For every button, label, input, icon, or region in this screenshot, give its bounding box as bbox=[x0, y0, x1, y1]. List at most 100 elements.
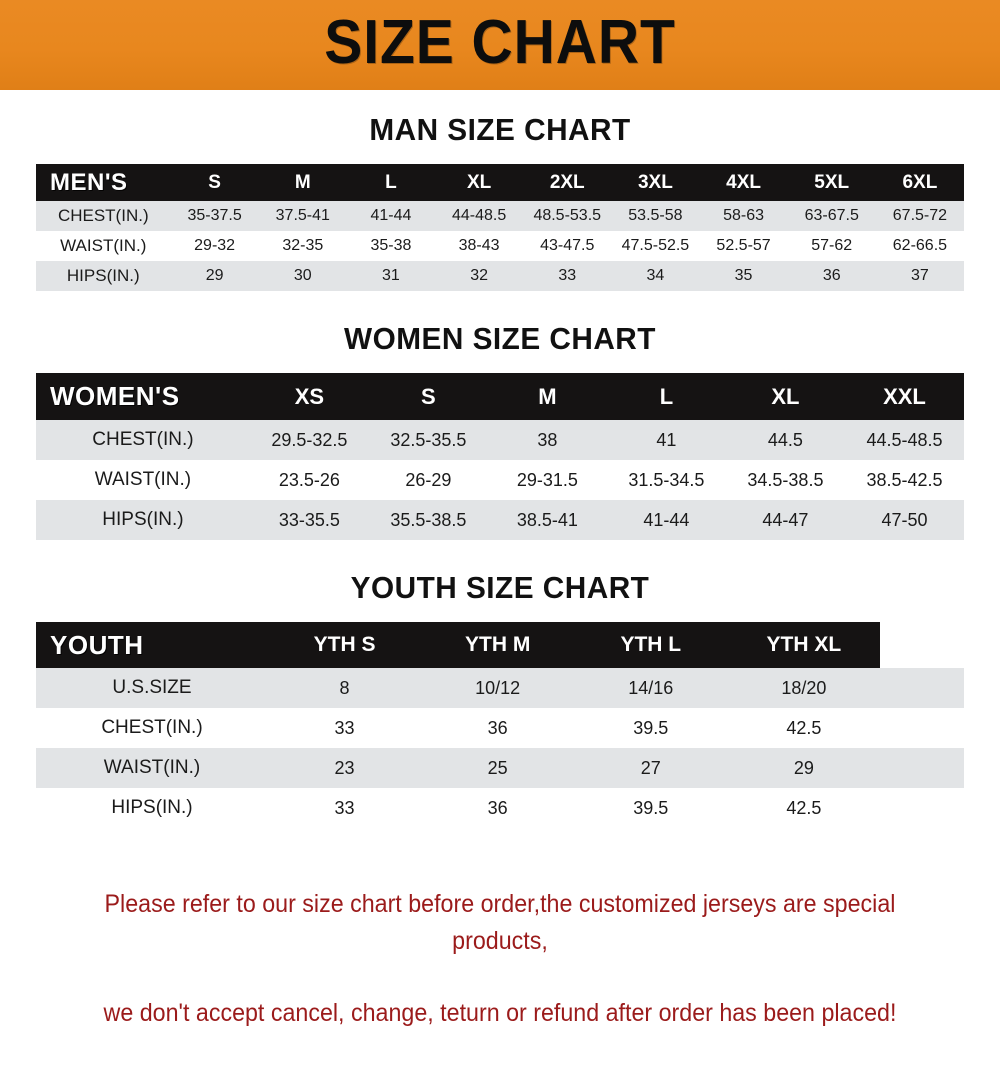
youth-col-header-xl: YTH XL bbox=[727, 622, 881, 668]
youth-row-spacer bbox=[880, 668, 964, 708]
youth-header-spacer bbox=[880, 622, 964, 668]
men-col-header-s: S bbox=[170, 164, 259, 201]
women-header-row: WOMEN'S XS S M L XL XXL bbox=[36, 373, 964, 420]
women-waist-l: 31.5-34.5 bbox=[606, 460, 726, 500]
table-row: CHEST(IN.) 35-37.5 37.5-41 41-44 44-48.5… bbox=[36, 201, 964, 231]
table-row: CHEST(IN.) 29.5-32.5 32.5-35.5 38 41 44.… bbox=[36, 420, 964, 460]
women-waist-xl: 34.5-38.5 bbox=[725, 460, 845, 500]
women-col-header-m: M bbox=[487, 373, 607, 420]
page-banner: SIZE CHART bbox=[0, 0, 1000, 90]
youth-waist-m: 25 bbox=[421, 748, 575, 788]
women-hips-m: 38.5-41 bbox=[487, 500, 607, 540]
women-waist-s: 26-29 bbox=[368, 460, 488, 500]
men-chest-l: 41-44 bbox=[346, 201, 436, 231]
men-hips-6xl: 37 bbox=[875, 261, 964, 291]
women-chart-wrapper: WOMEN'S XS S M L XL XXL CHEST(IN.) 29.5-… bbox=[0, 373, 1000, 540]
youth-chest-s: 33 bbox=[268, 708, 422, 748]
men-chest-4xl: 58-63 bbox=[699, 201, 788, 231]
men-col-header-4xl: 4XL bbox=[699, 164, 788, 201]
youth-table-body: U.S.SIZE 8 10/12 14/16 18/20 CHEST(IN.) … bbox=[36, 668, 964, 828]
youth-col-header-m: YTH M bbox=[421, 622, 575, 668]
men-header-row: MEN'S S M L XL 2XL 3XL 4XL 5XL 6XL bbox=[36, 164, 964, 201]
women-waist-m: 29-31.5 bbox=[487, 460, 607, 500]
women-hips-xxl: 47-50 bbox=[844, 500, 964, 540]
men-hips-3xl: 34 bbox=[611, 261, 700, 291]
men-hips-l: 31 bbox=[346, 261, 436, 291]
table-row: WAIST(IN.) 23 25 27 29 bbox=[36, 748, 964, 788]
youth-row-spacer bbox=[880, 788, 964, 828]
women-col-header-l: L bbox=[606, 373, 726, 420]
men-chest-m: 37.5-41 bbox=[258, 201, 347, 231]
men-row-label-hips: HIPS(IN.) bbox=[36, 261, 171, 291]
men-col-header-3xl: 3XL bbox=[611, 164, 700, 201]
men-col-header-xl: XL bbox=[435, 164, 524, 201]
men-section-title: MAN SIZE CHART bbox=[369, 112, 631, 147]
men-chest-3xl: 53.5-58 bbox=[611, 201, 700, 231]
youth-ussize-xl: 18/20 bbox=[727, 668, 881, 708]
women-waist-xxl: 38.5-42.5 bbox=[844, 460, 964, 500]
men-chest-5xl: 63-67.5 bbox=[787, 201, 876, 231]
women-row-label-hips: HIPS(IN.) bbox=[36, 500, 250, 540]
men-row-label-chest: CHEST(IN.) bbox=[36, 201, 171, 231]
youth-ussize-s: 8 bbox=[268, 668, 422, 708]
youth-row-spacer bbox=[880, 748, 964, 788]
men-hips-4xl: 35 bbox=[699, 261, 788, 291]
women-corner-label: WOMEN'S bbox=[36, 373, 250, 420]
youth-hips-xl: 42.5 bbox=[727, 788, 881, 828]
women-chest-xs: 29.5-32.5 bbox=[249, 420, 369, 460]
youth-chest-xl: 42.5 bbox=[727, 708, 881, 748]
men-col-header-5xl: 5XL bbox=[787, 164, 876, 201]
women-hips-s: 35.5-38.5 bbox=[368, 500, 488, 540]
men-chest-2xl: 48.5-53.5 bbox=[523, 201, 612, 231]
men-chest-xl: 44-48.5 bbox=[435, 201, 524, 231]
men-waist-6xl: 62-66.5 bbox=[875, 231, 964, 261]
women-hips-xs: 33-35.5 bbox=[249, 500, 369, 540]
women-chest-l: 41 bbox=[606, 420, 726, 460]
men-col-header-l: L bbox=[346, 164, 436, 201]
table-row: U.S.SIZE 8 10/12 14/16 18/20 bbox=[36, 668, 964, 708]
men-waist-m: 32-35 bbox=[258, 231, 347, 261]
women-size-table: WOMEN'S XS S M L XL XXL CHEST(IN.) 29.5-… bbox=[36, 373, 964, 540]
youth-header-row: YOUTH YTH S YTH M YTH L YTH XL bbox=[36, 622, 964, 668]
table-row: HIPS(IN.) 33 36 39.5 42.5 bbox=[36, 788, 964, 828]
women-waist-xs: 23.5-26 bbox=[249, 460, 369, 500]
youth-col-header-l: YTH L bbox=[574, 622, 728, 668]
youth-row-label-hips: HIPS(IN.) bbox=[36, 788, 268, 828]
men-size-table: MEN'S S M L XL 2XL 3XL 4XL 5XL 6XL CHEST… bbox=[36, 164, 964, 291]
men-waist-2xl: 43-47.5 bbox=[523, 231, 612, 261]
youth-row-spacer bbox=[880, 708, 964, 748]
men-chart-wrapper: MEN'S S M L XL 2XL 3XL 4XL 5XL 6XL CHEST… bbox=[0, 164, 1000, 291]
women-section-title: WOMEN SIZE CHART bbox=[344, 321, 656, 356]
women-col-header-xxl: XXL bbox=[844, 373, 964, 420]
men-waist-l: 35-38 bbox=[346, 231, 436, 261]
men-table-head: MEN'S S M L XL 2XL 3XL 4XL 5XL 6XL bbox=[36, 164, 964, 201]
youth-row-label-ussize: U.S.SIZE bbox=[36, 668, 268, 708]
youth-ussize-l: 14/16 bbox=[574, 668, 728, 708]
youth-ussize-m: 10/12 bbox=[421, 668, 575, 708]
women-row-label-waist: WAIST(IN.) bbox=[36, 460, 250, 500]
table-row: WAIST(IN.) 29-32 32-35 35-38 38-43 43-47… bbox=[36, 231, 964, 261]
men-waist-s: 29-32 bbox=[170, 231, 259, 261]
youth-hips-l: 39.5 bbox=[574, 788, 728, 828]
table-row: WAIST(IN.) 23.5-26 26-29 29-31.5 31.5-34… bbox=[36, 460, 964, 500]
youth-waist-l: 27 bbox=[574, 748, 728, 788]
youth-hips-s: 33 bbox=[268, 788, 422, 828]
women-chest-xxl: 44.5-48.5 bbox=[844, 420, 964, 460]
women-col-header-s: S bbox=[368, 373, 488, 420]
men-waist-4xl: 52.5-57 bbox=[699, 231, 788, 261]
men-hips-m: 30 bbox=[258, 261, 347, 291]
table-row: HIPS(IN.) 33-35.5 35.5-38.5 38.5-41 41-4… bbox=[36, 500, 964, 540]
women-table-head: WOMEN'S XS S M L XL XXL bbox=[36, 373, 964, 420]
women-row-label-chest: CHEST(IN.) bbox=[36, 420, 250, 460]
footer-disclaimer-line-2: we don't accept cancel, change, teturn o… bbox=[103, 999, 897, 1027]
women-chest-xl: 44.5 bbox=[725, 420, 845, 460]
men-table-body: CHEST(IN.) 35-37.5 37.5-41 41-44 44-48.5… bbox=[36, 201, 964, 291]
youth-hips-m: 36 bbox=[421, 788, 575, 828]
men-col-header-2xl: 2XL bbox=[523, 164, 612, 201]
women-col-header-xs: XS bbox=[249, 373, 369, 420]
women-hips-l: 41-44 bbox=[606, 500, 726, 540]
men-waist-xl: 38-43 bbox=[435, 231, 524, 261]
footer-disclaimer-line-1: Please refer to our size chart before or… bbox=[104, 890, 896, 955]
size-chart-page: SIZE CHART MAN SIZE CHART MEN'S S M L XL… bbox=[0, 0, 1000, 1027]
youth-row-label-chest: CHEST(IN.) bbox=[36, 708, 268, 748]
